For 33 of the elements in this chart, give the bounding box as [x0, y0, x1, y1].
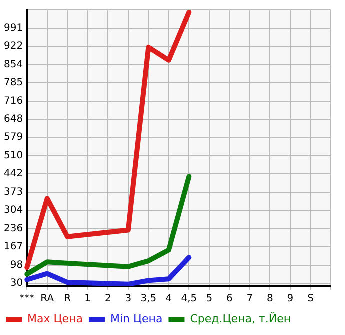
y-tick-label: 922: [4, 41, 24, 52]
legend-label: Min Цена: [110, 312, 163, 326]
x-tick-label: 3,5: [140, 294, 157, 305]
x-tick-label: ***: [20, 294, 35, 305]
y-tick-label: 98: [10, 260, 24, 271]
x-tick-label: 5: [206, 294, 213, 305]
y-tick-label: 442: [4, 168, 24, 180]
y-tick-label: 648: [4, 114, 24, 125]
x-tick-label: R: [64, 294, 72, 305]
y-tick-label: 236: [4, 223, 24, 234]
x-tick-label: 2: [104, 294, 112, 305]
x-tick-label: 3: [125, 294, 132, 305]
y-tick-label: 30: [10, 278, 24, 289]
x-tick-label: 8: [267, 294, 274, 305]
legend-label: Сред.Цена, т.Йен: [190, 311, 292, 326]
x-tick-label: 7: [246, 294, 254, 305]
x-tick-label: 9: [287, 294, 294, 305]
x-tick-label: 1: [84, 294, 92, 305]
x-tick-label: 6: [226, 294, 233, 305]
legend-label: Max Цена: [28, 312, 83, 326]
y-tick-label: 579: [4, 132, 24, 144]
y-tick-label: 304: [4, 205, 24, 216]
x-tick-label: RA: [40, 294, 54, 305]
y-tick-label: 991: [4, 22, 24, 34]
y-tick-label: 716: [4, 96, 24, 107]
y-tick-label: 167: [4, 242, 24, 253]
x-tick-label: S: [308, 294, 314, 305]
y-tick-label: 854: [4, 59, 24, 70]
y-tick-label: 373: [4, 186, 24, 198]
x-tick-label: 4: [166, 294, 172, 305]
y-tick-label: 785: [4, 78, 24, 89]
x-tick-label: 4,5: [181, 294, 198, 305]
y-tick-label: 510: [4, 150, 24, 162]
